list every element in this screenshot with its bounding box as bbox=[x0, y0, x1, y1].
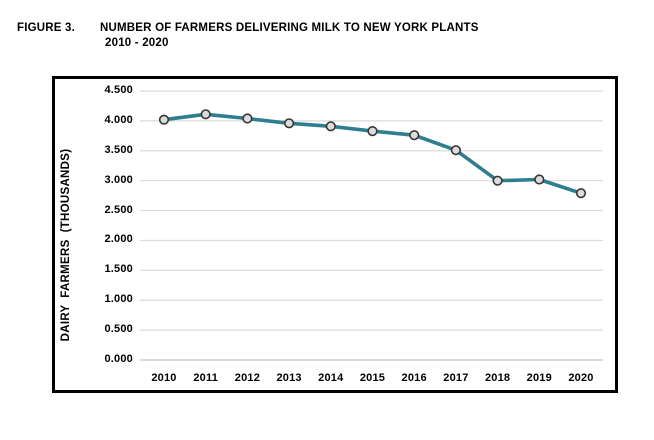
x-tick-label: 2019 bbox=[526, 372, 552, 384]
y-tick-label: 1.000 bbox=[104, 293, 133, 306]
data-point-marker bbox=[492, 175, 503, 186]
data-point-marker bbox=[200, 109, 211, 120]
y-tick-label: 4.000 bbox=[104, 113, 133, 126]
figure-title: NUMBER OF FARMERS DELIVERING MILK TO NEW… bbox=[100, 21, 479, 51]
data-point-marker bbox=[242, 113, 253, 124]
x-tick-label: 2011 bbox=[193, 372, 219, 384]
data-point-marker bbox=[534, 174, 545, 185]
y-tick-label: 2.000 bbox=[104, 233, 133, 246]
data-point-marker bbox=[325, 121, 336, 132]
data-point-marker bbox=[367, 125, 378, 137]
y-tick-label: 3.000 bbox=[104, 173, 133, 186]
data-point-marker bbox=[158, 114, 170, 125]
y-tick-label: 3.500 bbox=[104, 143, 133, 156]
y-tick-label: 0.500 bbox=[104, 323, 133, 336]
x-tick-label: 2017 bbox=[443, 372, 469, 384]
line-plot bbox=[140, 90, 603, 361]
x-tick-label: 2012 bbox=[234, 372, 261, 384]
data-point-marker bbox=[409, 130, 420, 141]
x-tick-label: 2020 bbox=[568, 372, 594, 384]
x-tick-label: 2015 bbox=[359, 372, 386, 384]
data-point-marker bbox=[575, 188, 587, 199]
x-tick-label: 2016 bbox=[401, 372, 427, 384]
figure-title-block: FIGURE 3. NUMBER OF FARMERS DELIVERING M… bbox=[17, 21, 479, 51]
chart-frame: DAIRY FARMERS (THOUSANDS) 4.500 4.000 3.50… bbox=[52, 76, 618, 393]
y-tick-label: 1.500 bbox=[104, 263, 133, 276]
y-tick-label: 0.000 bbox=[104, 353, 133, 365]
figure-title-line1: NUMBER OF FARMERS DELIVERING MILK TO NEW… bbox=[100, 22, 479, 34]
figure-label: FIGURE 3. bbox=[17, 22, 76, 34]
x-tick-label: 2018 bbox=[484, 372, 511, 384]
figure-title-line2: 2010 - 2020 bbox=[105, 37, 169, 49]
x-tick-label: 2010 bbox=[151, 372, 177, 384]
y-tick-label: 2.500 bbox=[104, 203, 133, 216]
data-point-marker bbox=[450, 145, 462, 156]
data-point-marker bbox=[284, 118, 295, 129]
y-tick-label: 4.500 bbox=[104, 84, 133, 96]
x-tick-label: 2014 bbox=[318, 372, 344, 384]
x-tick-label: 2013 bbox=[276, 372, 302, 384]
